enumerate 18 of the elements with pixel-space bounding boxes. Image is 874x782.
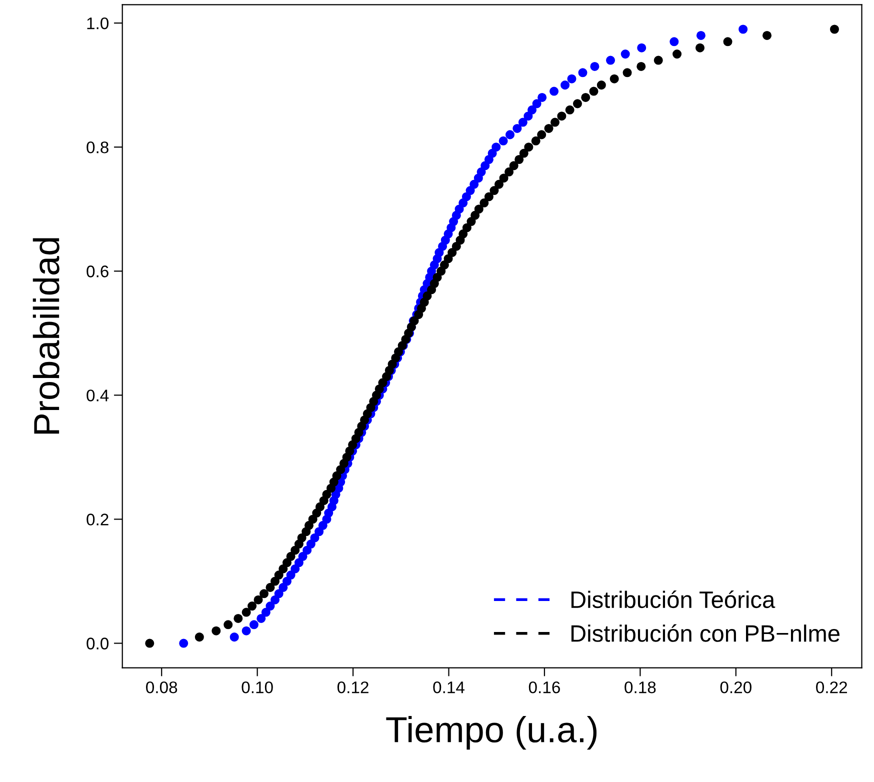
y-tick-label: 0.4 [86, 390, 109, 402]
x-tick-label: 0.08 [146, 681, 178, 694]
x-tick-label: 0.20 [720, 681, 752, 694]
y-tick-label: 0.2 [86, 514, 108, 526]
x-tick-label: 0.14 [433, 681, 464, 694]
y-tick-label: 1.0 [87, 17, 109, 30]
y-tick-label: 0.8 [86, 141, 108, 154]
y-axis-title: Probabilidad [32, 238, 60, 434]
x-tick-label: 0.10 [242, 681, 273, 694]
x-tick-label: 0.16 [528, 681, 560, 694]
x-tick-label: 0.18 [624, 681, 656, 694]
y-tick-label: 0.0 [86, 638, 109, 650]
y-tick-label: 0.6 [86, 266, 108, 278]
x-tick-label: 0.12 [337, 681, 368, 694]
legend-label: Distribución Teórica [571, 590, 776, 608]
legend-label: Distribución con PB−nlme [571, 624, 840, 642]
x-tick-label: 0.22 [816, 681, 847, 694]
x-axis-title: Tiempo (u.a.) [386, 716, 597, 750]
